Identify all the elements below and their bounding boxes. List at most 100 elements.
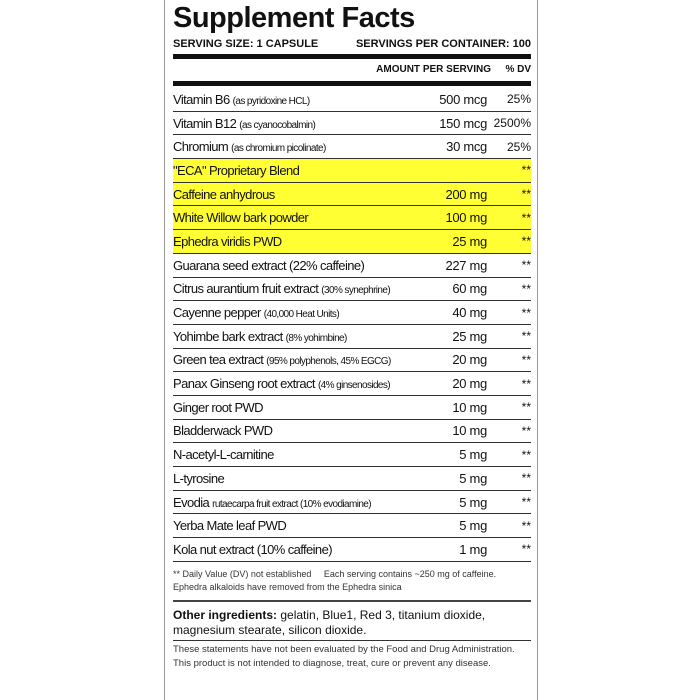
ingredient-amount: 100 mg	[445, 210, 487, 226]
table-row: Chromium (as chromium picolinate) 30 mcg 2…	[173, 135, 531, 160]
ingredient-amount: 20 mg	[452, 376, 487, 392]
ingredient-name: Cayenne pepper (40,000 Heat Units)	[173, 305, 340, 321]
ingredient-dv: **	[521, 471, 531, 486]
ingredient-name: Yerba Mate leaf PWD	[173, 518, 287, 534]
table-row: Citrus aurantium fruit extract (30% syne…	[173, 278, 531, 302]
ingredient-dv: **	[521, 234, 531, 249]
ingredient-amount: 20 mg	[452, 352, 487, 368]
ingredient-dv: 25%	[506, 139, 531, 154]
table-row: Guarana seed extract (22% caffeine) 227 …	[173, 254, 531, 278]
ingredient-name: Vitamin B6 (as pyridoxine HCL)	[173, 91, 310, 107]
ingredient-dv: **	[521, 329, 531, 344]
ingredient-dv: **	[521, 423, 531, 438]
serving-info: SERVING SIZE: 1 CAPSULE SERVINGS PER CON…	[173, 38, 531, 50]
ingredient-name: L-tyrosine	[173, 470, 225, 486]
ingredient-dv: **	[521, 376, 531, 391]
ingredient-amount: 25 mg	[452, 328, 487, 344]
ingredient-amount: 1 mg	[459, 541, 487, 557]
ingredient-dv: **	[521, 187, 531, 202]
table-row: Vitamin B12 (as cyanocobalmin) 150 mcg 250…	[173, 112, 531, 136]
ingredient-dv: 25%	[506, 92, 531, 107]
footnotes: ** Daily Value (DV) not established Each…	[173, 568, 531, 602]
ingredient-amount: 5 mg	[459, 494, 487, 510]
ingredient-dv: **	[521, 352, 531, 367]
ingredient-name: Ephedra viridis PWD	[173, 233, 282, 249]
ingredient-name: Citrus aurantium fruit extract (30% syne…	[173, 281, 391, 297]
table-row: Caffeine anhydrous 200 mg **	[173, 182, 531, 207]
ingredient-name: Panax Ginseng root extract (4% ginsenosi…	[173, 376, 391, 392]
table-row: Bladderwack PWD 10 mg **	[173, 420, 531, 444]
ingredient-amount: 60 mg	[452, 281, 487, 297]
table-row: Evodia rutaecarpa fruit extract (10% evo…	[173, 491, 531, 515]
table-row: Ephedra viridis PWD 25 mg **	[173, 230, 531, 254]
table-row: Vitamin B6 (as pyridoxine HCL) 500 mcg 25%	[173, 88, 531, 112]
amount-header: AMOUNT PER SERVING	[376, 63, 491, 75]
ingredient-name: "ECA" Proprietary Blend	[173, 162, 300, 178]
ingredient-name: White Willow bark powder	[173, 210, 309, 226]
table-row: "ECA" Proprietary Blend **	[173, 159, 531, 183]
table-row: Panax Ginseng root extract (4% ginsenosi…	[173, 372, 531, 396]
ingredient-amount: 25 mg	[452, 233, 487, 249]
footnote-ephedra: Ephedra alkaloids have removed from the …	[173, 581, 402, 592]
ingredient-name: Evodia rutaecarpa fruit extract (10% evo…	[173, 494, 372, 510]
footnote-dv: ** Daily Value (DV) not established	[173, 568, 312, 579]
ingredient-amount: 5 mg	[459, 518, 487, 534]
ingredient-dv: **	[521, 258, 531, 273]
ingredient-dv: **	[521, 210, 531, 225]
table-row: Yohimbe bark extract (8% yohimbine) 25 mg…	[173, 325, 531, 349]
ingredient-dv: 2500%	[493, 116, 531, 131]
serving-size: SERVING SIZE: 1 CAPSULE	[173, 38, 319, 50]
ingredient-amount: 150 mcg	[439, 115, 487, 131]
ingredient-name: Chromium (as chromium picolinate)	[173, 139, 326, 155]
ingredient-dv: **	[521, 400, 531, 415]
ingredient-dv: **	[521, 281, 531, 296]
table-row: Kola nut extract (10% caffeine) 1 mg **	[173, 538, 531, 562]
ingredient-name: Kola nut extract (10% caffeine)	[173, 541, 333, 557]
table-row: Cayenne pepper (40,000 Heat Units) 40 mg *…	[173, 301, 531, 325]
ingredient-amount: 200 mg	[445, 186, 487, 202]
table-row: N-acetyl-L-carnitine 5 mg **	[173, 443, 531, 467]
ingredient-name: Bladderwack PWD	[173, 423, 273, 439]
other-ingredients: Other ingredients: gelatin, Blue1, Red 3…	[173, 602, 531, 641]
ingredient-name: Green tea extract (95% polyphenols, 45% …	[173, 352, 391, 368]
other-ingredients-label: Other ingredients:	[173, 607, 278, 622]
ingredient-dv: **	[521, 305, 531, 320]
ingredient-amount: 10 mg	[452, 399, 487, 415]
title: Supplement Facts	[173, 2, 415, 34]
ingredient-amount: 227 mg	[445, 257, 487, 273]
disclaimer-line: This product is not intended to diagnose…	[173, 657, 491, 669]
table-row: L-tyrosine 5 mg **	[173, 467, 531, 491]
ingredient-dv: **	[521, 447, 531, 462]
ingredient-amount: 5 mg	[459, 447, 487, 463]
ingredient-amount: 10 mg	[452, 423, 487, 439]
ingredient-name: N-acetyl-L-carnitine	[173, 447, 274, 463]
ingredient-dv: **	[521, 495, 531, 510]
ingredient-dv: **	[521, 542, 531, 557]
table-row: Green tea extract (95% polyphenols, 45% …	[173, 349, 531, 373]
ingredient-table: Vitamin B6 (as pyridoxine HCL) 500 mcg 25%…	[173, 88, 531, 562]
table-row: Ginger root PWD 10 mg **	[173, 396, 531, 420]
ingredient-name: Vitamin B12 (as cyanocobalmin)	[173, 115, 316, 131]
fda-disclaimer: These statements have not been evaluated…	[173, 641, 531, 671]
column-header: AMOUNT PER SERVING % DV	[173, 61, 531, 77]
footnote-caffeine: Each serving contains ~250 mg of caffein…	[323, 568, 497, 579]
divider	[173, 54, 531, 59]
ingredient-name: Guarana seed extract (22% caffeine)	[173, 257, 365, 273]
ingredient-dv: **	[521, 518, 531, 533]
dv-header: % DV	[505, 63, 531, 75]
divider	[173, 81, 531, 86]
ingredient-name: Ginger root PWD	[173, 399, 264, 415]
ingredient-name: Caffeine anhydrous	[173, 186, 275, 202]
ingredient-name: Yohimbe bark extract (8% yohimbine)	[173, 328, 347, 344]
table-row: White Willow bark powder 100 mg **	[173, 206, 531, 231]
ingredient-amount: 30 mcg	[446, 139, 487, 155]
other-ingredients-text: gelatin, Blue1, Red 3, titanium dioxide,…	[173, 607, 486, 637]
servings-per-container: SERVINGS PER CONTAINER: 100	[355, 38, 531, 50]
ingredient-amount: 5 mg	[459, 470, 487, 486]
ingredient-amount: 500 mcg	[439, 91, 487, 107]
supplement-facts-label: Supplement Facts SERVING SIZE: 1 CAPSULE…	[164, 0, 538, 700]
disclaimer-line: These statements have not been evaluated…	[173, 643, 515, 655]
table-row: Yerba Mate leaf PWD 5 mg **	[173, 514, 531, 539]
ingredient-amount: 40 mg	[452, 305, 487, 321]
ingredient-dv: **	[521, 163, 531, 178]
